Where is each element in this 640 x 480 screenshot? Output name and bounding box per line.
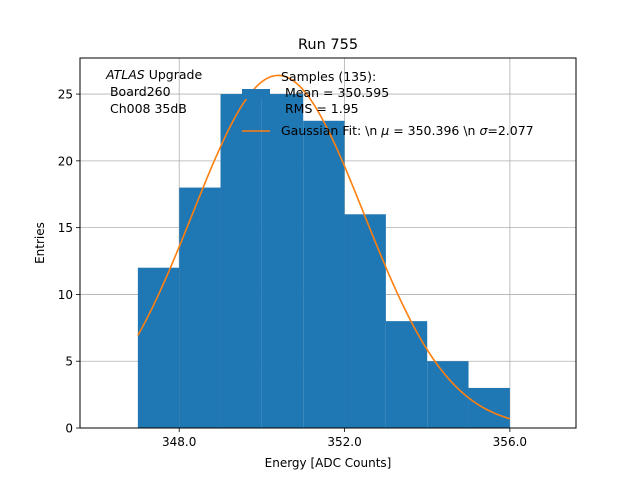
- histogram-bar: [261, 94, 304, 429]
- fit-curve-layer: [137, 74, 511, 420]
- legend-samples-title: Samples (135):: [281, 69, 376, 84]
- legend-samples-rms: RMS = 1.95: [281, 101, 359, 116]
- histogram-bar: [427, 361, 469, 428]
- y-tick-label: 20: [58, 154, 73, 168]
- atlas-italic: ATLAS: [105, 67, 145, 82]
- legend: Samples (135): Mean = 350.595 RMS = 1.95…: [242, 69, 534, 138]
- atlas-suffix: Upgrade: [145, 67, 203, 82]
- chart-title: Run 755: [298, 37, 358, 53]
- fit-label-a: Gaussian Fit: \n: [281, 123, 381, 138]
- channel-label: Ch008 35dB: [106, 101, 187, 116]
- legend-fit-label: Gaussian Fit: \n μ = 350.396 \n σ=2.077: [281, 123, 534, 138]
- x-axis-ticks: 348.0 352.0 356.0: [162, 428, 527, 449]
- plot-frame: [79, 57, 577, 429]
- histogram-bar: [220, 94, 262, 429]
- y-axis-label: Entries: [33, 222, 47, 264]
- x-axis-label: Energy [ADC Counts]: [265, 456, 392, 470]
- fit-label-b: = 350.396 \n: [389, 123, 479, 138]
- histogram-bar: [468, 387, 510, 428]
- histogram-bar: [179, 187, 221, 428]
- legend-samples-mean: Mean = 350.595: [281, 85, 389, 100]
- histogram-bar: [137, 267, 180, 428]
- fit-label-mu: μ: [380, 123, 389, 138]
- fit-label-sigma: σ: [479, 123, 488, 138]
- gaussian-fit-curve: [137, 74, 511, 420]
- fit-label-c: =2.077: [487, 123, 533, 138]
- atlas-label: ATLAS Upgrade: [105, 67, 202, 82]
- x-tick-label: 352.0: [327, 435, 361, 449]
- y-axis-ticks: 0 5 10 15 20 25: [58, 88, 80, 436]
- y-tick-label: 25: [58, 88, 73, 102]
- y-tick-label: 5: [65, 355, 73, 369]
- histogram-bar: [385, 321, 428, 428]
- y-tick-label: 0: [65, 422, 73, 436]
- histogram-bar: [303, 120, 345, 428]
- y-tick-label: 10: [58, 288, 73, 302]
- y-tick-label: 15: [58, 221, 73, 235]
- x-tick-label: 348.0: [162, 435, 196, 449]
- histogram-bars: [137, 94, 510, 429]
- info-annotation: ATLAS Upgrade Board260 Ch008 35dB: [105, 67, 202, 116]
- board-label: Board260: [106, 84, 171, 99]
- histogram-bar: [344, 214, 386, 428]
- legend-samples-patch: [242, 89, 270, 99]
- x-tick-label: 356.0: [493, 435, 527, 449]
